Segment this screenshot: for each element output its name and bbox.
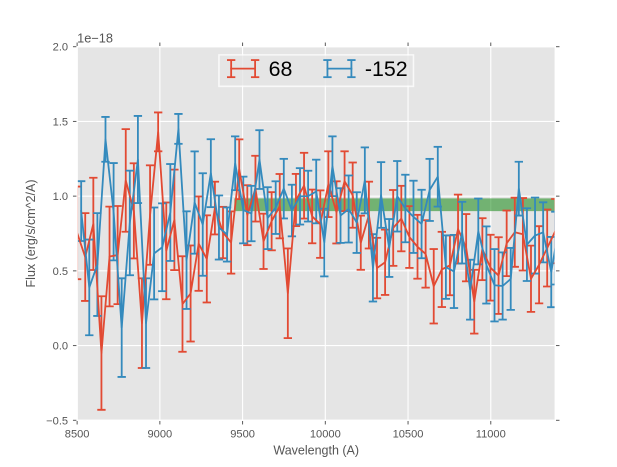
svg-text:2.0: 2.0 <box>53 42 68 54</box>
svg-text:0.5: 0.5 <box>53 266 68 278</box>
svg-text:9500: 9500 <box>230 428 255 440</box>
svg-text:9000: 9000 <box>147 428 172 440</box>
svg-text:0.0: 0.0 <box>53 341 68 353</box>
svg-text:8500: 8500 <box>65 428 90 440</box>
svg-text:1e−18: 1e−18 <box>77 31 113 46</box>
svg-text:Flux (erg/s/cm^2/A): Flux (erg/s/cm^2/A) <box>24 180 38 288</box>
svg-text:-152: -152 <box>365 57 408 81</box>
svg-text:1.0: 1.0 <box>53 191 68 203</box>
svg-text:68: 68 <box>269 57 293 81</box>
svg-text:10000: 10000 <box>310 428 341 440</box>
svg-text:−0.5: −0.5 <box>46 415 68 427</box>
svg-text:11000: 11000 <box>476 428 506 440</box>
svg-text:10500: 10500 <box>393 428 424 440</box>
svg-text:1.5: 1.5 <box>53 116 68 128</box>
svg-text:Wavelength (A): Wavelength (A) <box>273 443 359 457</box>
